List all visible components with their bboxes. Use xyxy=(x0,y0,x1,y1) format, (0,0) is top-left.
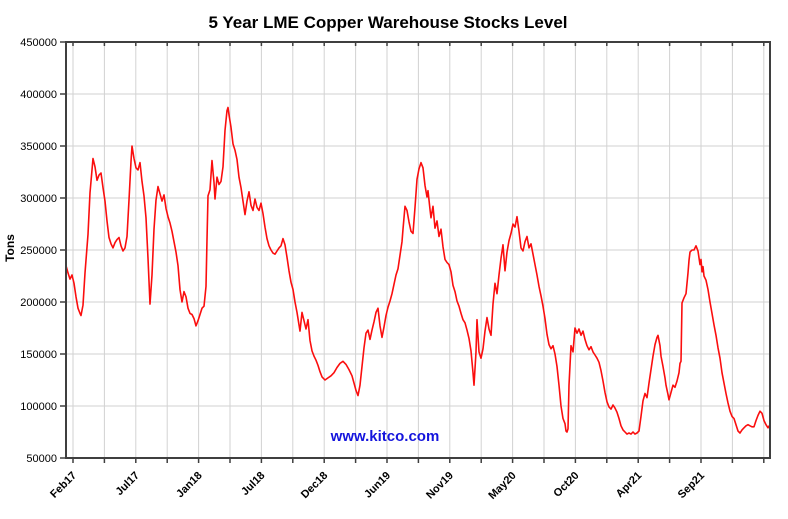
x-tick-label: Jun19 xyxy=(362,470,393,501)
x-tick-label: May20 xyxy=(486,470,518,502)
x-tick-label: Feb17 xyxy=(48,470,79,501)
gridlines xyxy=(66,42,770,458)
chart-title: 5 Year LME Copper Warehouse Stocks Level xyxy=(208,13,567,32)
y-tick-label: 300000 xyxy=(20,193,57,205)
data-line xyxy=(65,106,771,435)
x-tick-label: Dec18 xyxy=(299,470,330,501)
y-tick-label: 350000 xyxy=(20,141,57,153)
y-tick-label: 400000 xyxy=(20,89,57,101)
plot-border xyxy=(65,41,771,459)
x-tick-label: Jul18 xyxy=(239,470,267,498)
x-tick-label: Oct20 xyxy=(551,470,581,500)
x-tick-label: Apr21 xyxy=(614,470,645,501)
y-tick-label: 450000 xyxy=(20,37,57,49)
y-tick-label: 100000 xyxy=(20,401,57,413)
x-tick-label: Jan18 xyxy=(174,470,205,501)
kitco-watermark: www.kitco.com xyxy=(330,428,440,445)
data-series xyxy=(65,106,771,435)
y-tick-label: 200000 xyxy=(20,297,57,309)
y-axis-label: Tons xyxy=(3,234,17,262)
x-tick-label: Jul17 xyxy=(114,470,142,498)
x-tick-label: Sep21 xyxy=(676,470,707,501)
y-tick-label: 150000 xyxy=(20,349,57,361)
x-tick-label: Nov19 xyxy=(424,470,456,502)
y-tick-label: 50000 xyxy=(26,453,57,465)
y-tick-label: 250000 xyxy=(20,245,57,257)
